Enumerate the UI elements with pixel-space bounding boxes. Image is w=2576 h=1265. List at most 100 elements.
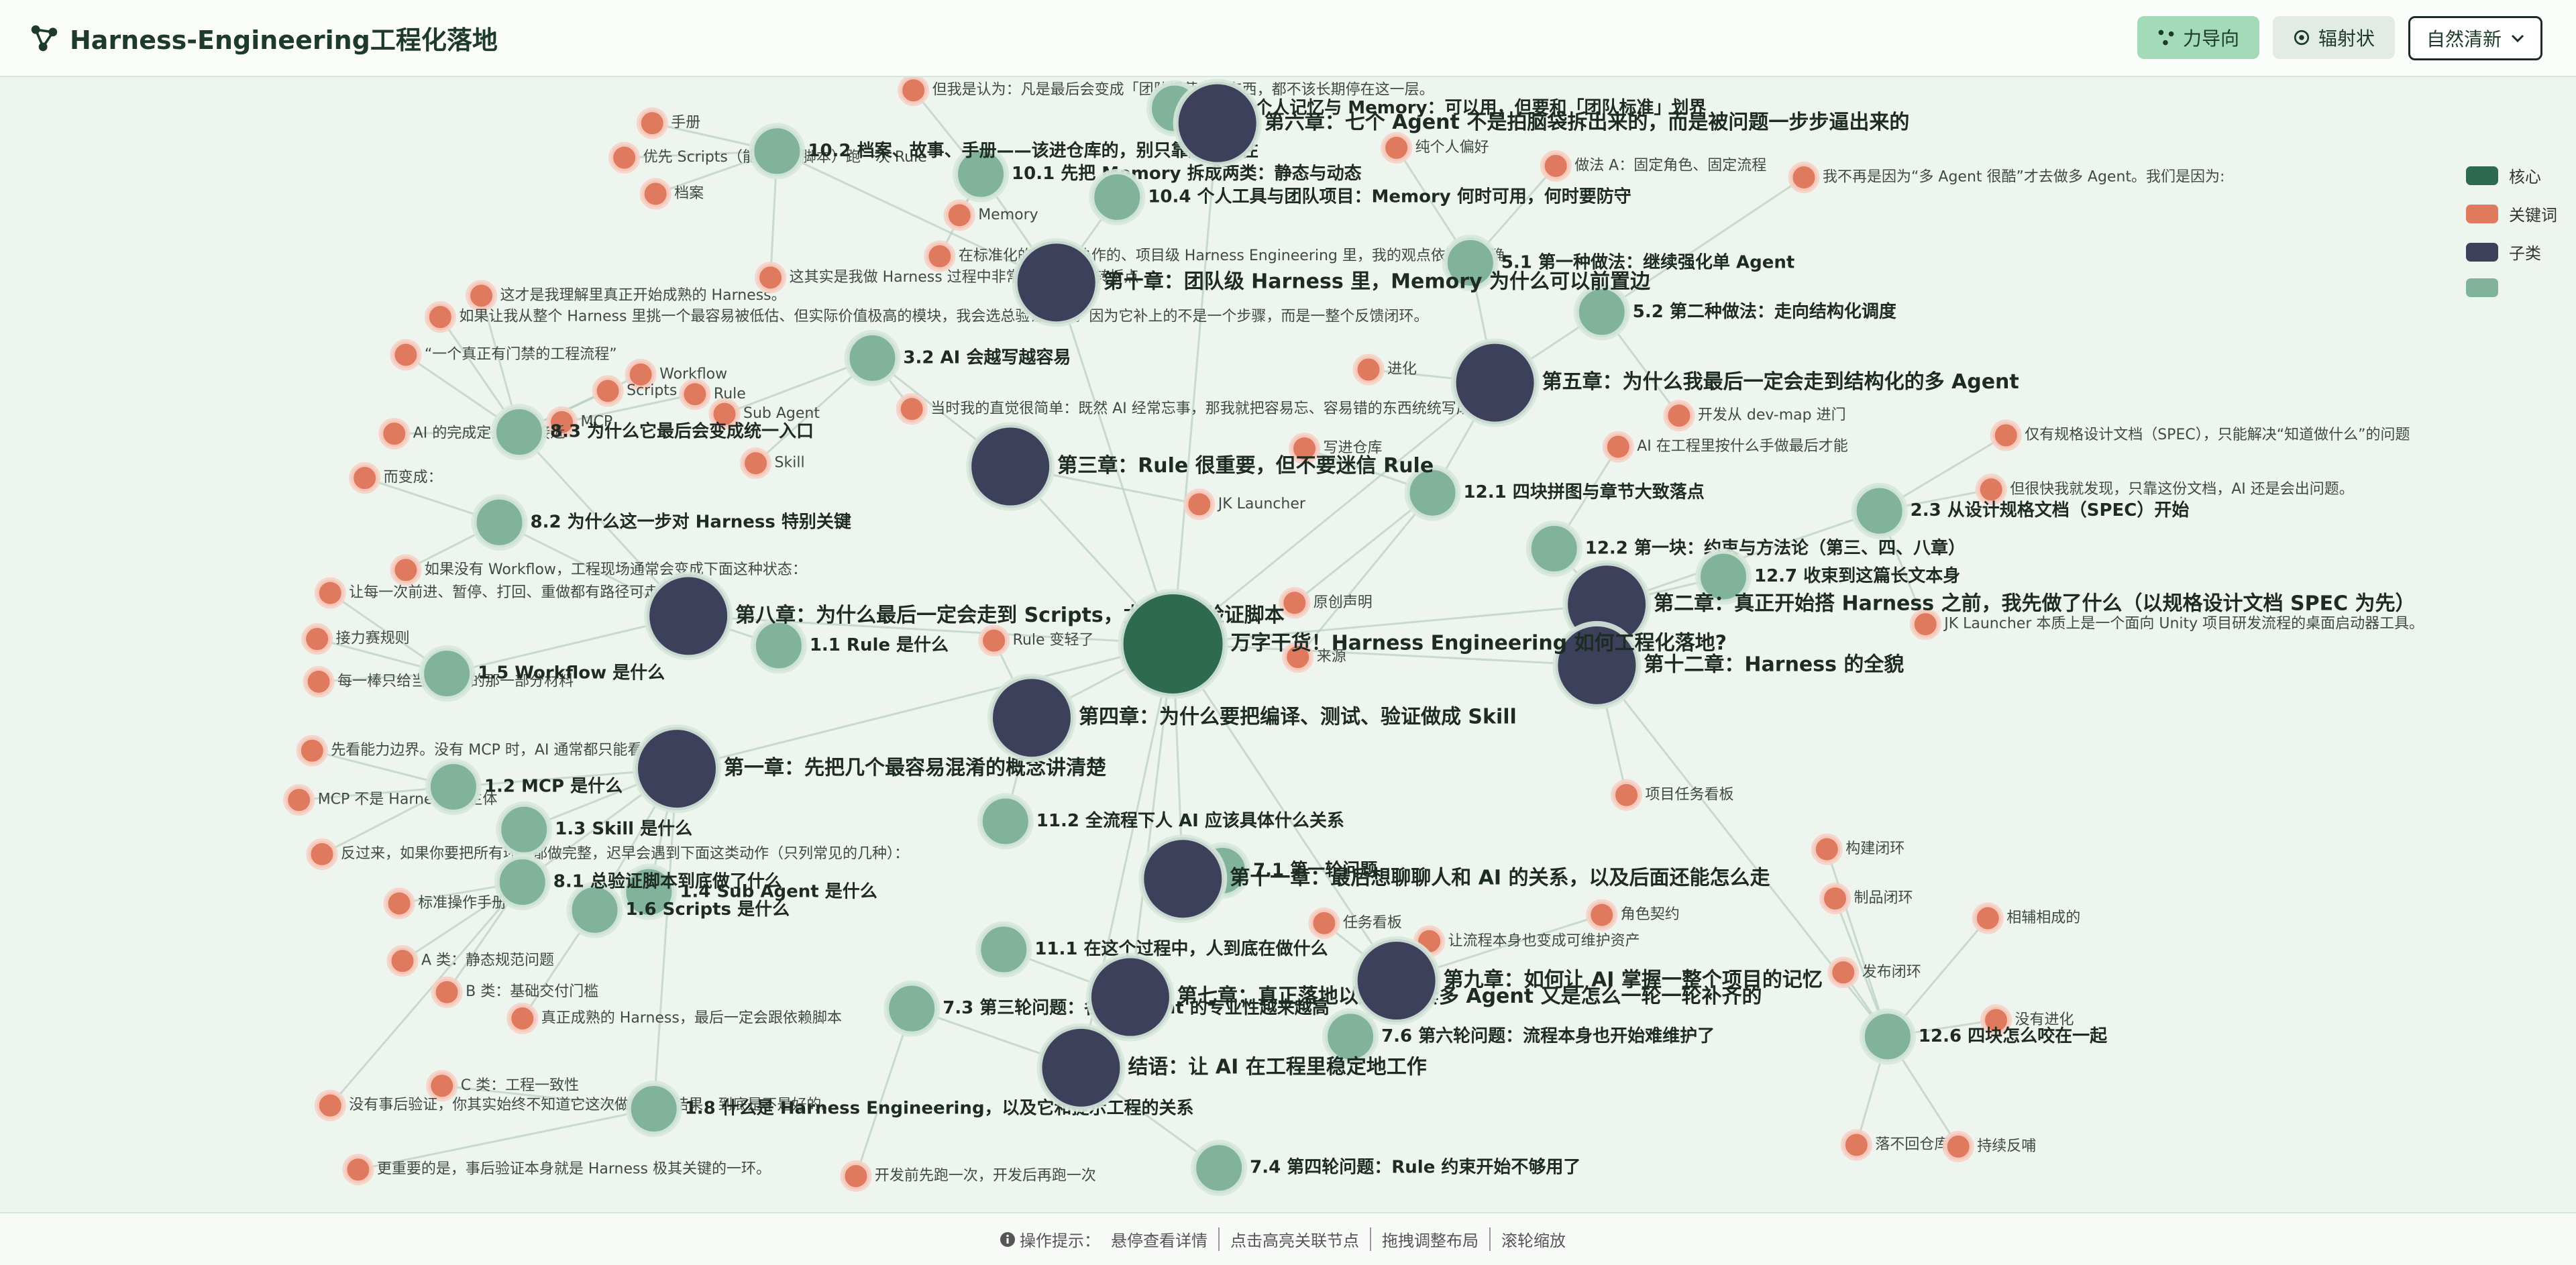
node[interactable]: JK Launcher	[1183, 488, 1306, 520]
node[interactable]: 原创声明	[1279, 587, 1373, 619]
node[interactable]: 第十一章：最后想聊聊人和 AI 的关系，以及后面还能怎么走	[1138, 834, 1770, 924]
node[interactable]: “一个真正有门禁的工程流程”	[390, 339, 617, 371]
node-circle	[1840, 1129, 1872, 1161]
node[interactable]: A 类：静态规范问题	[386, 945, 554, 977]
node[interactable]: 第五章：为什么我最后一定会走到结构化的多 Agent	[1450, 338, 2019, 427]
node[interactable]: 11.2 全流程下人 AI 应该具体什么关系	[977, 793, 1344, 850]
node[interactable]: 第十二章：Harness 的全貌	[1552, 620, 1904, 710]
node[interactable]: 角色契约	[1586, 899, 1680, 931]
node[interactable]: C 类：工程一致性	[426, 1070, 579, 1102]
node[interactable]: 12.7 收束到这篇长文本身	[1695, 548, 1960, 605]
node-label: 如果让我从整个 Harness 里挑一个最容易被低估、但实际价值极高的模块，我会…	[459, 309, 1428, 325]
node[interactable]: 来源	[1282, 641, 1346, 673]
node[interactable]: 第二章：真正开始搭 Harness 之前，我先做了什么（以规格设计文档 SPEC…	[1562, 560, 2416, 649]
node[interactable]: 开发前先跑一次，开发后再跑一次	[840, 1160, 1096, 1192]
node[interactable]: 更重要的是，事后验证本身就是 Harness 极其关键的一环。	[342, 1154, 771, 1186]
node[interactable]: 项目任务看板	[1611, 779, 1734, 811]
node[interactable]: 7.4 第四轮问题：Rule 约束开始不够用了	[1191, 1140, 1580, 1197]
node[interactable]: 12.2 第一块：约束与方法论（第三、四、八章）	[1525, 520, 1966, 577]
node[interactable]: 反过来，如果你要把所有环节都做完整，迟早会遇到下面这类动作（只列常见的几种）：	[306, 838, 909, 870]
node[interactable]: 纯个人偏好	[1381, 131, 1489, 164]
node[interactable]: 没有事后验证，你其实始终不知道它这次做出来的结果，到底是不是好的。	[314, 1089, 836, 1121]
node[interactable]: 1.5 Workflow 是什么	[419, 645, 665, 702]
node[interactable]: 1.3 Skill 是什么	[496, 801, 692, 858]
node[interactable]: 持续反哺	[1942, 1130, 2036, 1162]
node[interactable]: 12.6 四块怎么咬在一起	[1859, 1008, 2108, 1065]
node[interactable]: 第十章：团队级 Harness 里，Memory 为什么可以前置边	[1012, 238, 1651, 327]
edge	[676, 643, 1173, 770]
node[interactable]: 8.3 为什么它最后会变成统一入口	[490, 404, 814, 461]
node[interactable]: Sub Agent	[708, 398, 820, 430]
node[interactable]: 开发从 dev-map 进门	[1663, 400, 1846, 432]
node[interactable]: 仅有规格设计文档（SPEC），只能解决“知道做什么”的问题	[1990, 419, 2410, 451]
node[interactable]: 10.1 先把 Memory 拆成两类：静态与动态	[953, 146, 1362, 203]
theme-select[interactable]: 自然清新	[2408, 15, 2542, 60]
node[interactable]: 第一章：先把几个最容易混淆的概念讲清楚	[632, 724, 1106, 814]
node[interactable]: 标准操作手册	[383, 887, 506, 920]
node[interactable]: Rule 变轻了	[978, 624, 1094, 657]
node[interactable]: 先看能力边界。没有 MCP 时，AI 通常都只能看到	[296, 734, 657, 767]
layout-button[interactable]: 辐射状	[2272, 15, 2395, 59]
node[interactable]: JK Launcher 本质上是一个面向 Unity 项目研发流程的桌面启动器工…	[1909, 608, 2424, 641]
node[interactable]: 3.2 AI 会越写越容易	[844, 329, 1071, 386]
node[interactable]: 档案	[639, 178, 704, 210]
node[interactable]: 制品闭环	[1819, 883, 1913, 915]
node[interactable]: 第三章：Rule 很重要，但不要迷信 Rule	[966, 422, 1434, 511]
node[interactable]: 而变成：	[349, 462, 443, 494]
node[interactable]: 进化	[1352, 353, 1417, 386]
node[interactable]: 构建闭环	[1811, 833, 1904, 865]
node[interactable]: 接力赛规则	[301, 623, 410, 655]
layout-button[interactable]: 力导向	[2137, 15, 2259, 59]
node[interactable]: Scripts	[592, 375, 677, 407]
node[interactable]: 但很快我就发现，只靠这份文档，AI 还是会出问题。	[1975, 474, 2354, 506]
node[interactable]: 落不回仓库	[1840, 1129, 1949, 1161]
node[interactable]: 手册	[636, 107, 700, 140]
node[interactable]: 7.6 第六轮问题：流程本身也开始难维护了	[1322, 1008, 1715, 1065]
node[interactable]: 1.2 MCP 是什么	[425, 759, 623, 816]
node[interactable]: 让每一次前进、暂停、打回、重做都有路径可走	[314, 577, 659, 609]
node-circle	[1602, 431, 1634, 463]
node[interactable]: 如果没有 Workflow，工程现场通常会变成下面这种状态：	[390, 554, 807, 586]
node-label: 角色契约	[1621, 906, 1680, 923]
node[interactable]: 10.4 个人工具与团队项目：Memory 何时可用，何时要防守	[1089, 168, 1631, 225]
node[interactable]: 我不再是因为“多 Agent 很酷”才去做多 Agent。我们是因为:	[1788, 161, 2224, 193]
node[interactable]: AI 在工程里按什么手做最后才能	[1602, 431, 1848, 463]
node[interactable]: 写进仓库	[1289, 433, 1383, 465]
node[interactable]: 8.2 为什么这一步对 Harness 特别关键	[471, 494, 851, 551]
node[interactable]: 第七章：真正落地以后，这套多 Agent 又是怎么一轮一轮补齐的	[1085, 952, 1762, 1042]
node[interactable]: Memory	[943, 199, 1038, 231]
node[interactable]: Skill	[740, 447, 805, 480]
node[interactable]: 如果让我从整个 Harness 里挑一个最容易被低估、但实际价值极高的模块，我会…	[424, 301, 1428, 333]
node[interactable]: 8.1 总验证脚本到底做了什么	[494, 854, 782, 911]
node[interactable]: 相辅相成的	[1972, 902, 2080, 934]
node[interactable]: 5.1 第一种做法：继续强化单 Agent	[1442, 234, 1794, 291]
node[interactable]: 万字干货！Harness Engineering 如何工程化落地?	[1118, 589, 1727, 700]
node[interactable]: 第四章：为什么要把编译、测试、验证做成 Skill	[987, 673, 1517, 763]
node-label: 1.4 Sub Agent 是什么	[680, 881, 877, 901]
node[interactable]: 真正成熟的 Harness，最后一定会跟依赖脚本	[506, 1002, 842, 1034]
node[interactable]: 12.1 四块拼图与章节大致落点	[1404, 464, 1705, 521]
node[interactable]: 没有进化	[1980, 1004, 2074, 1036]
node[interactable]: 在标准化的、多人协作的、项目级 Harness Engineering 里，我的…	[924, 240, 1505, 272]
node[interactable]: 发布闭环	[1827, 956, 1921, 989]
node[interactable]: 当时我的直觉很简单：既然 AI 经常忘事，那我就把容易忘、容易错的东西统统写成 …	[896, 393, 1523, 425]
node[interactable]: 第六章：七个 Agent 不是拍脑袋拆出来的，而是被问题一步步逼出来的	[1173, 78, 1910, 168]
edge	[1825, 848, 1889, 1037]
node[interactable]: 1.4 Sub Agent 是什么	[621, 863, 877, 920]
node[interactable]: 2.3 从设计规格文档（SPEC）开始	[1851, 482, 2190, 539]
node[interactable]: 这才是我理解里真正开始成熟的 Harness。	[466, 280, 786, 312]
node[interactable]: B 类：基础交付门槛	[431, 976, 598, 1008]
node[interactable]: 结语：让 AI 在工程里稳定地工作	[1036, 1023, 1427, 1112]
node[interactable]: 做法 A：固定角色、固定流程	[1540, 150, 1766, 182]
edge	[329, 881, 523, 1107]
node[interactable]: 11.1 在这个过程中，人到底在做什么	[975, 921, 1328, 978]
node[interactable]: 任务看板	[1308, 907, 1402, 939]
node[interactable]: 5.2 第二种做法：走向结构化调度	[1573, 284, 1896, 341]
node[interactable]: 让流程本身也变成可维护资产	[1413, 925, 1640, 957]
node[interactable]: 1.1 Rule 是什么	[750, 617, 949, 674]
node[interactable]: 第九章：如何让 AI 掌握一整个项目的记忆	[1352, 936, 1823, 1026]
node[interactable]: 1.6 Scripts 是什么	[566, 881, 790, 938]
node[interactable]: MCP	[546, 406, 613, 438]
node-label: Sub Agent	[743, 405, 820, 422]
legend-label: 核心	[2509, 168, 2541, 186]
